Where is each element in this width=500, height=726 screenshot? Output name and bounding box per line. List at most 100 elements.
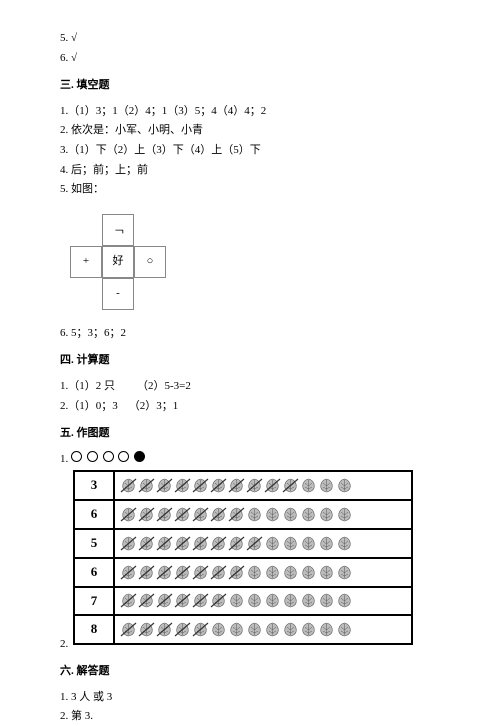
leaf-crossed-icon: [174, 622, 191, 637]
leaf-crossed-icon: [156, 536, 173, 551]
table-row: 5: [74, 529, 412, 558]
leaf-icon: [300, 593, 317, 608]
leaf-crossed-icon: [120, 622, 137, 637]
leaf-icon: [264, 536, 281, 551]
leaf-icon: [300, 622, 317, 637]
circle-row: [71, 453, 147, 465]
row-number: 6: [74, 500, 114, 529]
sec3-line5: 5. 如图：: [60, 181, 440, 199]
row-leaves: [114, 558, 412, 587]
leaf-crossed-icon: [246, 478, 263, 493]
sec5-q2-wrap: 2. 365678: [60, 468, 440, 653]
leaf-icon: [336, 565, 353, 580]
row-leaves: [114, 615, 412, 644]
leaf-icon: [336, 478, 353, 493]
answer-5: 5. √: [60, 30, 440, 48]
leaf-icon: [246, 507, 263, 522]
table-row: 3: [74, 471, 412, 500]
leaf-crossed-icon: [228, 536, 245, 551]
cross-bottom: -: [102, 278, 134, 310]
leaf-crossed-icon: [138, 593, 155, 608]
row-number: 7: [74, 587, 114, 616]
leaf-crossed-icon: [174, 536, 191, 551]
leaf-crossed-icon: [156, 565, 173, 580]
leaf-icon: [318, 593, 335, 608]
leaf-icon: [246, 622, 263, 637]
sec3-line2: 2. 依次是：小军、小明、小青: [60, 122, 440, 140]
row-leaves: [114, 587, 412, 616]
row-number: 8: [74, 615, 114, 644]
leaf-icon: [336, 507, 353, 522]
leaf-icon: [318, 622, 335, 637]
leaf-icon: [300, 536, 317, 551]
leaf-icon: [318, 536, 335, 551]
sec4-line2: 2.（1）0；3 （2）3；1: [60, 398, 440, 416]
leaf-crossed-icon: [156, 622, 173, 637]
row-number: 3: [74, 471, 114, 500]
leaf-icon: [228, 593, 245, 608]
leaf-crossed-icon: [174, 478, 191, 493]
leaf-crossed-icon: [192, 593, 209, 608]
leaf-crossed-icon: [210, 593, 227, 608]
leaf-crossed-icon: [228, 565, 245, 580]
sec3-line1: 1.（1）3；1（2）4；1（3）5；4（4）4；2: [60, 103, 440, 121]
leaf-crossed-icon: [138, 536, 155, 551]
leaf-crossed-icon: [174, 565, 191, 580]
leaf-crossed-icon: [156, 507, 173, 522]
leaf-crossed-icon: [120, 593, 137, 608]
table-row: 6: [74, 558, 412, 587]
table-row: 8: [74, 615, 412, 644]
leaf-crossed-icon: [192, 565, 209, 580]
leaf-crossed-icon: [120, 478, 137, 493]
cross-left: +: [70, 246, 102, 278]
leaf-crossed-icon: [192, 622, 209, 637]
leaf-crossed-icon: [264, 478, 281, 493]
leaf-icon: [246, 565, 263, 580]
row-number: 5: [74, 529, 114, 558]
leaf-crossed-icon: [246, 536, 263, 551]
leaf-crossed-icon: [282, 478, 299, 493]
leaf-crossed-icon: [120, 536, 137, 551]
leaf-crossed-icon: [210, 565, 227, 580]
leaf-icon: [228, 622, 245, 637]
leaf-icon: [210, 622, 227, 637]
section-3-title: 三. 填空题: [60, 77, 440, 95]
sec3-line6: 6. 5；3；6；2: [60, 325, 440, 343]
leaf-crossed-icon: [192, 478, 209, 493]
cross-diagram: ﹁ + 好 ○ -: [70, 214, 440, 310]
leaf-icon: [300, 507, 317, 522]
leaf-icon: [282, 536, 299, 551]
section-6-title: 六. 解答题: [60, 663, 440, 681]
leaf-icon: [282, 593, 299, 608]
leaf-icon: [318, 507, 335, 522]
cross-mid: 好: [102, 246, 134, 278]
leaf-crossed-icon: [138, 565, 155, 580]
leaf-icon: [336, 593, 353, 608]
sec6-line2: 2. 第 3.: [60, 708, 440, 726]
sec5-q1-label: 1.: [60, 453, 68, 465]
leaf-crossed-icon: [210, 478, 227, 493]
sec5-q2-label: 2.: [60, 636, 68, 654]
leaf-icon: [246, 593, 263, 608]
leaf-crossed-icon: [210, 536, 227, 551]
leaf-crossed-icon: [210, 507, 227, 522]
sec5-q1: 1.: [60, 451, 440, 469]
circle-open: [103, 451, 114, 462]
leaf-crossed-icon: [228, 507, 245, 522]
sec3-line4: 4. 后；前；上；前: [60, 162, 440, 180]
row-leaves: [114, 500, 412, 529]
leaf-icon: [282, 507, 299, 522]
row-leaves: [114, 471, 412, 500]
leaf-crossed-icon: [156, 478, 173, 493]
leaf-icon: [264, 622, 281, 637]
leaf-crossed-icon: [138, 478, 155, 493]
section-5-title: 五. 作图题: [60, 425, 440, 443]
leaf-crossed-icon: [192, 507, 209, 522]
answer-6: 6. √: [60, 50, 440, 68]
table-row: 7: [74, 587, 412, 616]
leaf-icon: [282, 565, 299, 580]
leaf-crossed-icon: [156, 593, 173, 608]
leaf-crossed-icon: [174, 593, 191, 608]
leaf-crossed-icon: [228, 478, 245, 493]
leaf-crossed-icon: [192, 536, 209, 551]
